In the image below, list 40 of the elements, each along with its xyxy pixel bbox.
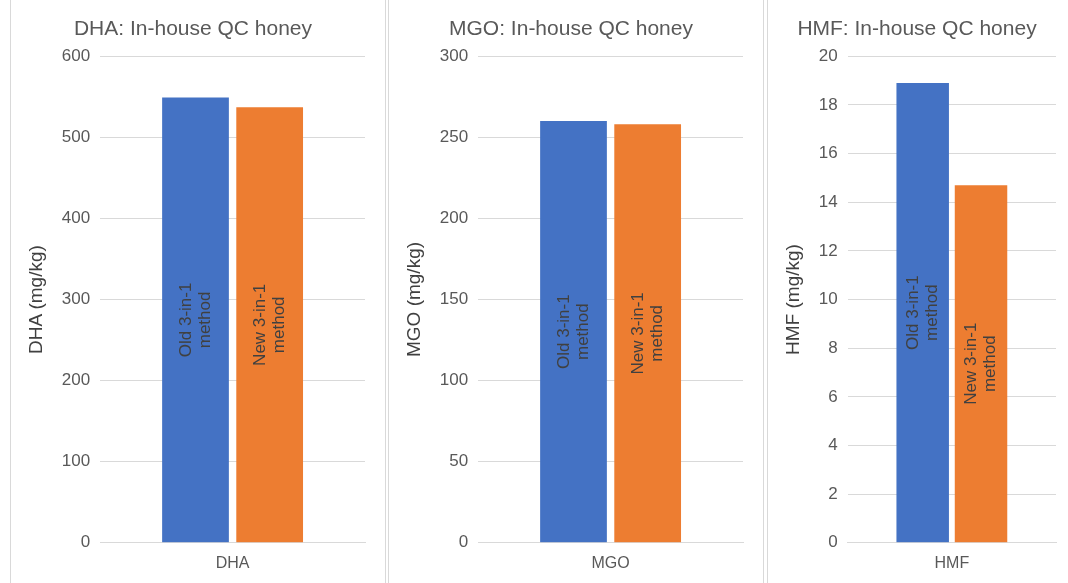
y-tick-label: 20 xyxy=(818,45,838,65)
y-tick-label: 18 xyxy=(818,94,838,114)
y-tick-label: 100 xyxy=(61,451,91,471)
y-tick-label: 14 xyxy=(818,191,838,211)
chart-title: MGO: In-house QC honey xyxy=(449,16,694,40)
y-tick-label: 0 xyxy=(458,532,469,552)
y-tick-label: 6 xyxy=(828,386,838,406)
series-label: Old 3-in-1 method xyxy=(553,294,592,370)
y-tick-label: 10 xyxy=(818,289,838,309)
y-tick-label: 500 xyxy=(61,126,91,146)
y-tick-label: 4 xyxy=(828,435,838,455)
x-tick-label: HMF xyxy=(934,553,970,571)
y-tick-label: 50 xyxy=(449,451,469,471)
y-tick-label: 200 xyxy=(439,208,469,228)
y-tick-label: 16 xyxy=(818,143,838,163)
series-label: New 3-in-1 method xyxy=(249,283,288,366)
y-tick-label: 150 xyxy=(439,289,469,309)
y-tick-label: 100 xyxy=(439,370,469,390)
y-tick-label: 300 xyxy=(439,45,469,65)
series-label: New 3-in-1 method xyxy=(627,292,666,375)
y-tick-label: 600 xyxy=(61,45,91,65)
y-tick-label: 12 xyxy=(818,240,838,260)
y-axis-title: HMF (mg/kg) xyxy=(781,244,803,355)
series-label: Old 3-in-1 method xyxy=(175,282,214,358)
y-tick-label: 200 xyxy=(61,370,91,390)
y-axis-title: MGO (mg/kg) xyxy=(402,241,424,358)
x-tick-label: MGO xyxy=(591,553,630,571)
y-tick-label: 400 xyxy=(61,208,91,228)
y-tick-label: 0 xyxy=(828,532,838,552)
y-tick-label: 0 xyxy=(80,532,91,552)
y-tick-label: 8 xyxy=(828,337,838,357)
chart-title: DHA: In-house QC honey xyxy=(73,16,313,40)
x-tick-label: DHA xyxy=(215,553,250,571)
series-label: New 3-in-1 method xyxy=(961,322,1000,405)
series-label: Old 3-in-1 method xyxy=(902,275,941,350)
y-axis-title: DHA (mg/kg) xyxy=(24,245,46,354)
y-tick-label: 2 xyxy=(828,483,838,503)
y-tick-label: 300 xyxy=(61,289,91,309)
y-tick-label: 250 xyxy=(439,126,469,146)
chart-title: HMF: In-house QC honey xyxy=(797,16,1038,40)
